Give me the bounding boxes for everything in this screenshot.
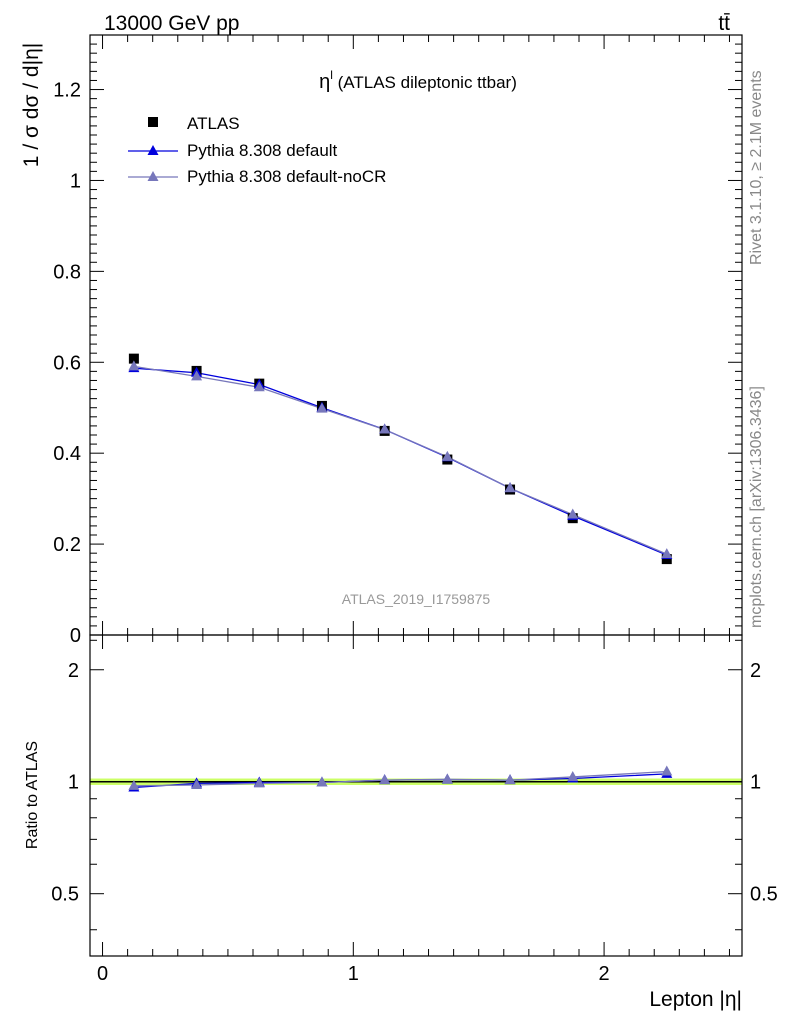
ratio-point-pythia-nocr (379, 774, 391, 785)
main-ytick-label: 1 (70, 170, 81, 192)
legend-item-atlas: ATLAS (148, 114, 240, 133)
main-data (128, 353, 673, 565)
ratio-ytick-label-right: 1 (750, 772, 761, 794)
xtick-label: 2 (599, 963, 610, 985)
ratio-ytick-label: 1 (68, 772, 79, 794)
ratio-ytick-label-right: 2 (750, 660, 761, 682)
main-ticks (90, 35, 742, 636)
data-point-pythia-nocr (191, 370, 203, 381)
process-label: tt̄ (718, 12, 730, 35)
ratio-point-pythia-nocr (253, 777, 265, 788)
main-ytick-label: 0.6 (53, 352, 81, 374)
main-panel: 0 0.2 0.4 0.6 0.8 1 1.2 1 / σ dσ / d|η| ηl (AT… (20, 34, 743, 647)
data-point-pythia-nocr (316, 402, 328, 413)
rivet-version-label: Rivet 3.1.10, ≥ 2.1M events (748, 70, 765, 265)
ratio-point-pythia-nocr (316, 776, 328, 787)
legend: ATLAS Pythia 8.308 default Pythia 8.308 … (128, 114, 386, 186)
legend-triangle-marker (147, 171, 159, 181)
main-y-axis-label: 1 / σ dσ / d|η| (20, 43, 43, 167)
main-ytick-labels: 0 0.2 0.4 0.6 0.8 1 1.2 (53, 80, 81, 647)
ratio-point-pythia-nocr (191, 778, 203, 789)
ratio-plot-frame (89, 634, 743, 957)
data-point-atlas (661, 554, 672, 565)
legend-label: Pythia 8.308 default (187, 141, 338, 160)
main-plot-title: ηl (ATLAS dileptonic ttbar) (319, 68, 517, 93)
ratio-point-pythia-nocr (441, 773, 453, 784)
energy-label: 13000 GeV pp (104, 12, 239, 35)
data-point-pythia-nocr (661, 548, 673, 559)
data-point-pythia-nocr (504, 482, 516, 493)
ratio-ytick-label-right: 0.5 (750, 884, 778, 906)
data-point-atlas (128, 353, 139, 364)
series-line (133, 365, 668, 555)
main-ytick-label: 0 (70, 625, 81, 647)
main-ytick-label: 0.2 (53, 534, 81, 556)
ratio-point-pythia-nocr (661, 765, 673, 776)
ratio-data (128, 765, 673, 792)
xtick-label: 0 (97, 963, 108, 985)
legend-item-pythia-default: Pythia 8.308 default (128, 141, 338, 160)
ratio-panel: 0.5 0.5 1 1 2 2 0 1 2 Ratio to ATLAS Lepton |η| (24, 634, 778, 1011)
series-line (133, 367, 668, 556)
data-point-pythia-nocr (567, 508, 579, 519)
data-point-pythia-nocr (379, 423, 391, 434)
ratio-ticks (90, 635, 742, 956)
x-axis-label: Lepton |η| (649, 988, 742, 1011)
legend-square-marker (148, 117, 158, 127)
ratio-ytick-label: 2 (68, 660, 79, 682)
ratio-ytick-label: 0.5 (51, 884, 79, 906)
ratio-ytick-labels: 0.5 0.5 1 1 2 2 (51, 660, 778, 906)
source-label: mcplots.cern.ch [arXiv:1306.3436] (748, 386, 765, 628)
legend-label: ATLAS (187, 114, 240, 133)
main-ytick-label: 0.8 (53, 261, 81, 283)
ratio-xtick-labels: 0 1 2 (97, 963, 610, 985)
ratio-point-pythia-nocr (567, 770, 579, 781)
data-point-pythia-nocr (441, 450, 453, 461)
data-point-pythia-nocr (128, 360, 140, 371)
legend-triangle-marker (147, 145, 159, 155)
legend-label: Pythia 8.308 default-noCR (187, 167, 386, 186)
main-ytick-label: 1.2 (53, 80, 81, 102)
analysis-watermark: ATLAS_2019_I1759875 (342, 591, 491, 607)
ratio-point-pythia-nocr (504, 774, 516, 785)
ratio-point-pythia-nocr (128, 779, 140, 790)
ratio-y-axis-label: Ratio to ATLAS (24, 741, 41, 849)
legend-item-pythia-nocr: Pythia 8.308 default-noCR (128, 167, 386, 186)
data-point-pythia-nocr (253, 381, 265, 392)
main-ytick-label: 0.4 (53, 443, 81, 465)
xtick-label: 1 (348, 963, 359, 985)
